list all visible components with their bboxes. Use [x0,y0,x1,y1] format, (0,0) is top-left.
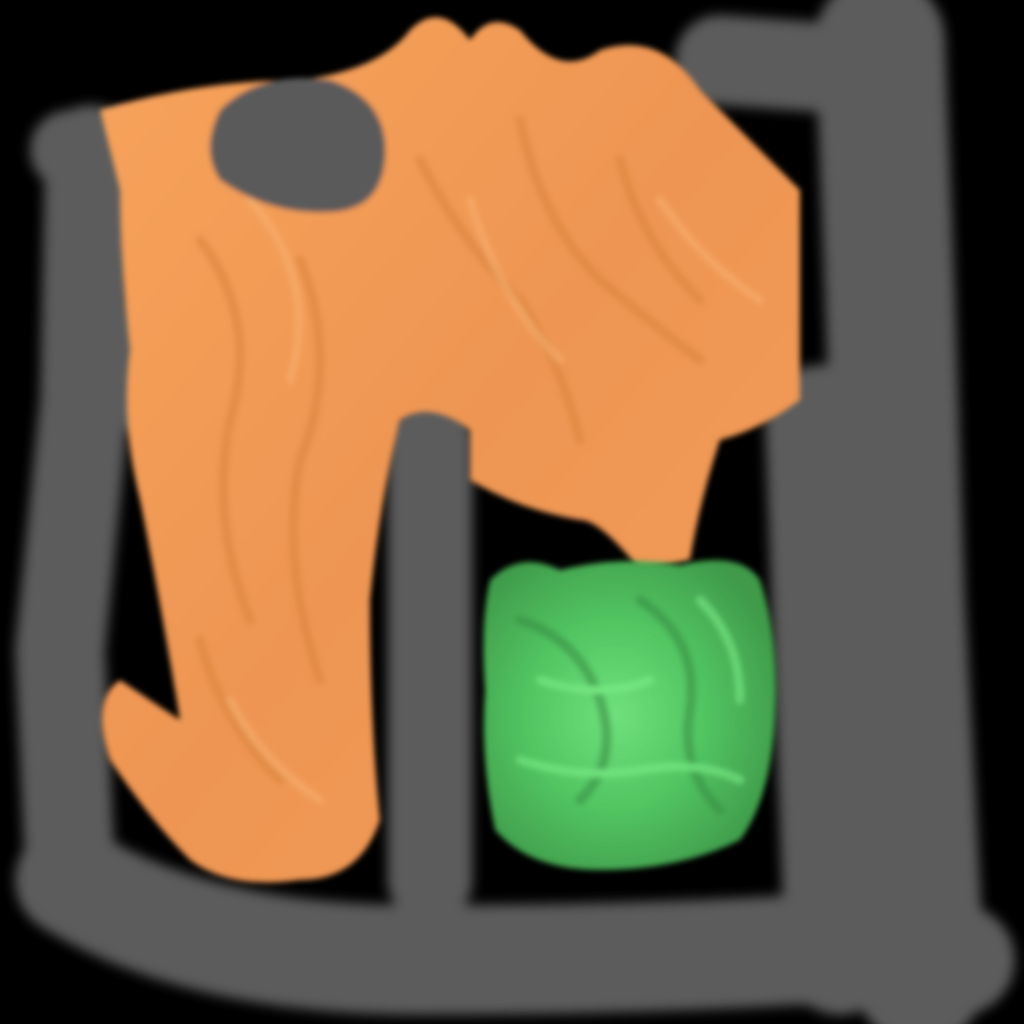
gray-region [15,0,1015,1024]
green-region [483,560,776,870]
orange-region [100,17,800,883]
